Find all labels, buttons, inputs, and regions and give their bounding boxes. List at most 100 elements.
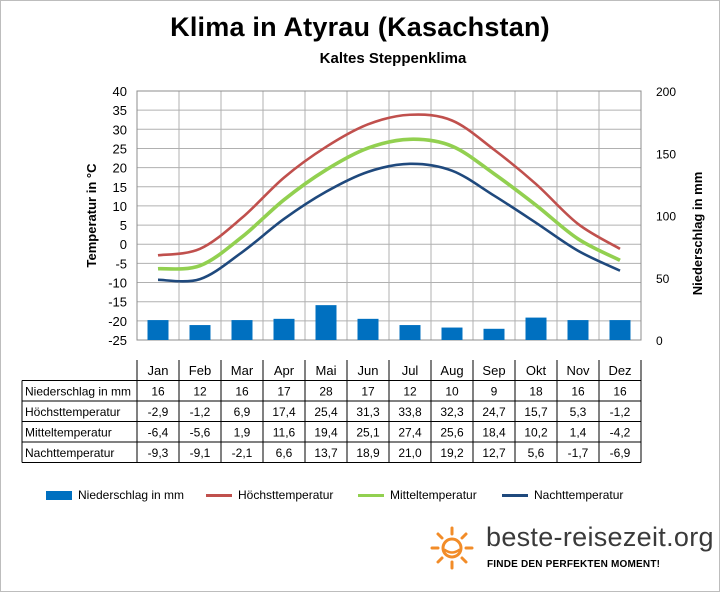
table-row-label: Mitteltemperatur bbox=[25, 426, 112, 440]
y-tick-left: 40 bbox=[113, 84, 127, 99]
y-axis-label-right: Niederschlag in mm bbox=[690, 172, 705, 296]
table-cell: 12,7 bbox=[482, 446, 506, 460]
legend-swatch-min bbox=[502, 493, 528, 497]
y-tick-right: 0 bbox=[656, 334, 663, 348]
table-cell: 16 bbox=[151, 385, 165, 399]
table-cell: 1,4 bbox=[570, 426, 587, 440]
y-axis-label-left: Temperatur in °C bbox=[84, 163, 99, 268]
table-cell: 16 bbox=[613, 385, 627, 399]
x-tick-label: Nov bbox=[566, 363, 590, 378]
precip-bar bbox=[231, 320, 253, 340]
table-cell: -1,2 bbox=[610, 405, 631, 419]
max-temp-line bbox=[157, 113, 621, 257]
brand-tagline: FINDE DEN PERFEKTEN MOMENT! bbox=[487, 559, 661, 570]
table-cell: 18,4 bbox=[482, 426, 506, 440]
table-cell: 25,4 bbox=[314, 405, 338, 419]
table-cell: 31,3 bbox=[356, 405, 380, 419]
table-cell: -5,6 bbox=[190, 426, 211, 440]
x-tick-label: Jun bbox=[358, 363, 379, 378]
table-row-label: Niederschlag in mm bbox=[25, 385, 131, 399]
y-tick-left: 20 bbox=[113, 161, 127, 176]
table-cell: 25,1 bbox=[356, 426, 380, 440]
y-tick-left: -10 bbox=[108, 276, 127, 291]
precip-bar bbox=[525, 317, 547, 340]
table-cell: 16 bbox=[235, 385, 249, 399]
precip-bars bbox=[147, 305, 631, 340]
y-tick-left: -25 bbox=[108, 333, 127, 348]
x-tick-label: Mai bbox=[316, 363, 337, 378]
x-tick-label: Mar bbox=[231, 363, 254, 378]
legend-item-precip: Niederschlag in mm bbox=[46, 486, 184, 504]
legend-swatch-mean bbox=[358, 493, 384, 497]
table-cell: 5,3 bbox=[570, 405, 587, 419]
table-cell: 25,6 bbox=[440, 426, 464, 440]
y-tick-left: -20 bbox=[108, 314, 127, 329]
axes: 4035302520151050-5-10-15-20-252001501005… bbox=[84, 84, 705, 348]
brand-name[interactable]: beste-reisezeit.org bbox=[486, 522, 714, 552]
x-tick-label: Okt bbox=[526, 363, 547, 378]
precip-bar bbox=[483, 328, 505, 340]
min-temp-line bbox=[157, 162, 621, 283]
x-tick-label: Sep bbox=[482, 363, 505, 378]
y-tick-right: 150 bbox=[656, 147, 676, 161]
table-cell: 32,3 bbox=[440, 405, 464, 419]
precip-bar bbox=[273, 318, 295, 340]
table-cell: 1,9 bbox=[234, 426, 251, 440]
data-table: Jan Feb Mar Apr Mai Jun Jul Aug Sep Okt Nov Dez Nied… bbox=[21, 360, 642, 463]
table-cell: 19,2 bbox=[440, 446, 464, 460]
legend-label-max: Höchsttemperatur bbox=[238, 488, 334, 502]
table-cell: 24,7 bbox=[482, 405, 506, 419]
precip-bar bbox=[315, 305, 337, 340]
legend-swatch-precip bbox=[46, 490, 72, 500]
x-tick-label: Jul bbox=[402, 363, 419, 378]
legend-label-mean: Mitteltemperatur bbox=[390, 488, 477, 502]
table-cell: -9,3 bbox=[148, 446, 169, 460]
legend-item-min: Nachttemperatur bbox=[502, 486, 623, 504]
table-cell: 5,6 bbox=[528, 446, 545, 460]
grid bbox=[136, 90, 642, 341]
table-row-label: Nachttemperatur bbox=[25, 446, 114, 460]
table-cell: 12 bbox=[193, 385, 207, 399]
table-row-label: Höchsttemperatur bbox=[25, 405, 120, 419]
table-cell: 19,4 bbox=[314, 426, 338, 440]
y-tick-left: -5 bbox=[115, 256, 127, 271]
table-cell: -6,4 bbox=[148, 426, 169, 440]
table-cell: -1,7 bbox=[568, 446, 589, 460]
table-cell: 16 bbox=[571, 385, 585, 399]
precip-bar bbox=[399, 325, 421, 340]
precip-bar bbox=[147, 320, 169, 340]
table-cell: 21,0 bbox=[398, 446, 422, 460]
table-cell: 27,4 bbox=[398, 426, 422, 440]
y-tick-right: 200 bbox=[656, 85, 676, 99]
chart-title: Klima in Atyrau (Kasachstan) bbox=[170, 12, 550, 42]
table-cell: 18 bbox=[529, 385, 543, 399]
y-tick-right: 100 bbox=[656, 210, 676, 224]
x-tick-label: Apr bbox=[274, 363, 295, 378]
precip-bar bbox=[357, 318, 379, 340]
legend-item-mean: Mitteltemperatur bbox=[358, 486, 477, 504]
table-cell: 9 bbox=[491, 385, 498, 399]
temperature-lines bbox=[157, 113, 621, 283]
chart-subtitle: Kaltes Steppenklima bbox=[319, 50, 467, 67]
table-cell: 17,4 bbox=[272, 405, 296, 419]
legend-label-precip: Niederschlag in mm bbox=[78, 488, 185, 502]
table-cell: -4,2 bbox=[610, 426, 631, 440]
y-tick-left: 25 bbox=[113, 141, 127, 156]
precip-bar bbox=[567, 320, 589, 340]
table-cell: 6,6 bbox=[276, 446, 293, 460]
table-cell: 12 bbox=[403, 385, 417, 399]
x-tick-label: Aug bbox=[440, 363, 463, 378]
legend-item-max: Höchsttemperatur bbox=[206, 486, 333, 504]
table-cell: 11,6 bbox=[273, 426, 296, 440]
y-tick-left: 35 bbox=[113, 103, 127, 118]
precip-bar bbox=[609, 320, 631, 340]
y-tick-left: 5 bbox=[120, 218, 127, 233]
x-tick-label: Dez bbox=[608, 363, 631, 378]
x-tick-label: Feb bbox=[189, 363, 211, 378]
table-cell: 17 bbox=[361, 385, 375, 399]
table-cell: 13,7 bbox=[314, 446, 338, 460]
table-cell: 10,2 bbox=[524, 426, 548, 440]
x-tick-label: Jan bbox=[148, 363, 169, 378]
table-cell: -1,2 bbox=[190, 405, 211, 419]
